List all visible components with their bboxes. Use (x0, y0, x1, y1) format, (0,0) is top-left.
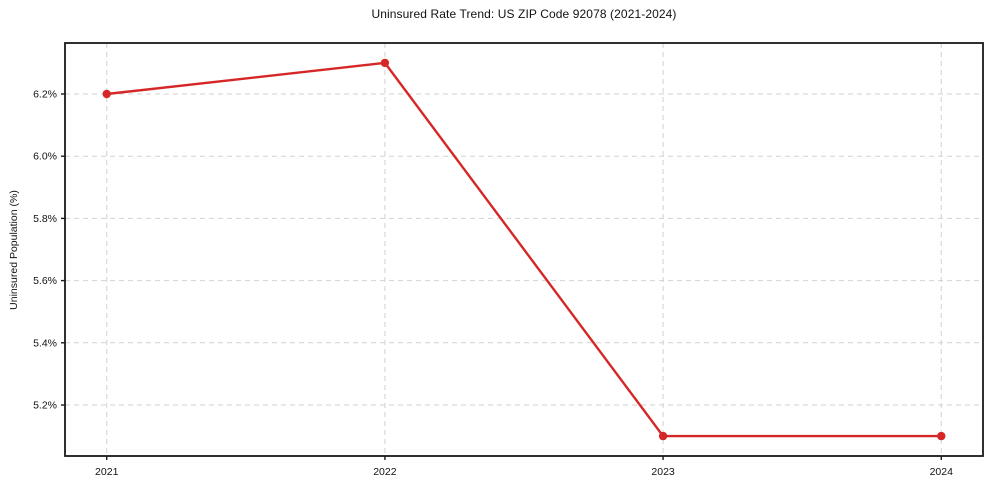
y-tick-label: 5.8% (33, 213, 57, 225)
x-tick-label: 2024 (930, 466, 954, 478)
x-tick-label: 2022 (373, 466, 397, 478)
y-tick-label: 5.4% (33, 337, 57, 349)
y-tick-label: 6.0% (33, 151, 57, 163)
trend-line (105, 61, 943, 438)
data-point-marker (937, 431, 946, 441)
x-tick-label: 2023 (651, 466, 675, 478)
data-point-marker (380, 58, 390, 68)
data-point-marker (658, 431, 668, 441)
x-tick-label: 2021 (95, 466, 119, 478)
axes-box (64, 42, 984, 457)
y-tick-label: 5.6% (33, 275, 57, 287)
data-point-marker (102, 89, 111, 99)
chart-title: Uninsured Rate Trend: US ZIP Code 92078 … (371, 7, 677, 21)
y-tick-label: 5.2% (33, 399, 57, 411)
y-tick-label: 6.2% (33, 89, 57, 101)
